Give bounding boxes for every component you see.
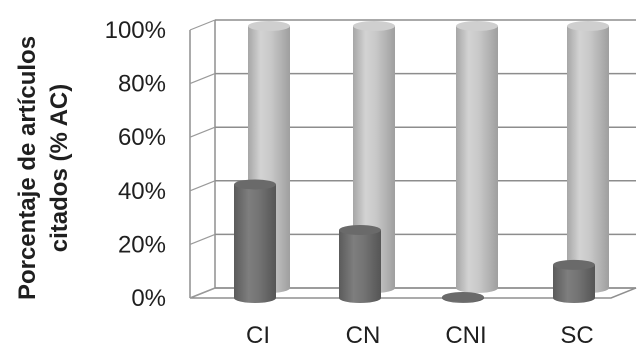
grid-depth-line: [189, 233, 216, 245]
back-bar-body: [567, 26, 609, 288]
bars: [234, 21, 609, 303]
grid-depth-line: [189, 19, 216, 31]
y-tick-label: 60%: [118, 124, 166, 151]
y-tick-label: 80%: [118, 71, 166, 98]
back-bar-body: [456, 26, 498, 288]
front-bar-bottom-cap: [339, 293, 381, 303]
back-bar-top-cap: [248, 21, 290, 31]
x-category-label: CI: [246, 322, 270, 349]
y-tick-label: 40%: [118, 178, 166, 205]
back-bar-bottom-cap: [456, 283, 498, 293]
front-bar-body: [553, 264, 595, 298]
grid-depth-line: [189, 180, 216, 192]
front-bar-bottom-cap: [234, 293, 276, 303]
grid-depth-line: [189, 126, 216, 138]
back-bar-top-cap: [353, 21, 395, 31]
y-tick-label: 100%: [105, 17, 166, 44]
x-category-label: SC: [560, 322, 593, 349]
back-bar-top-cap: [567, 21, 609, 31]
front-bar-body: [339, 230, 381, 298]
front-bar-top-cap: [553, 259, 595, 270]
front-bar: [234, 179, 276, 303]
back-bar-top-cap: [456, 21, 498, 31]
front-bar-bottom-cap: [553, 293, 595, 303]
front-bar-top-cap: [234, 179, 276, 190]
grid-depth-line: [189, 287, 216, 299]
front-bar: [442, 292, 484, 303]
back-bar: [567, 21, 609, 293]
back-bar: [456, 21, 498, 293]
front-bar-top-cap: [339, 225, 381, 235]
grid-depth-line: [189, 73, 216, 85]
y-axis-title-line-2: citados (% AC): [46, 84, 73, 252]
y-axis-ticks: 0% 20% 40% 60% 80% 100%: [105, 17, 166, 312]
y-tick-label: 0%: [131, 285, 166, 312]
front-bar-top-cap: [442, 292, 484, 302]
x-category-label: CNI: [445, 322, 486, 349]
y-tick-label: 20%: [118, 231, 166, 258]
front-bar-body: [234, 184, 276, 298]
y-axis-title: Porcentaje de artículos citados (% AC): [14, 36, 73, 300]
x-category-label: CN: [346, 322, 381, 349]
x-axis-categories: CI CN CNI SC: [246, 322, 594, 349]
front-bar: [553, 259, 595, 303]
front-bar: [339, 225, 381, 303]
y-axis-title-line-1: Porcentaje de artículos: [14, 36, 41, 300]
